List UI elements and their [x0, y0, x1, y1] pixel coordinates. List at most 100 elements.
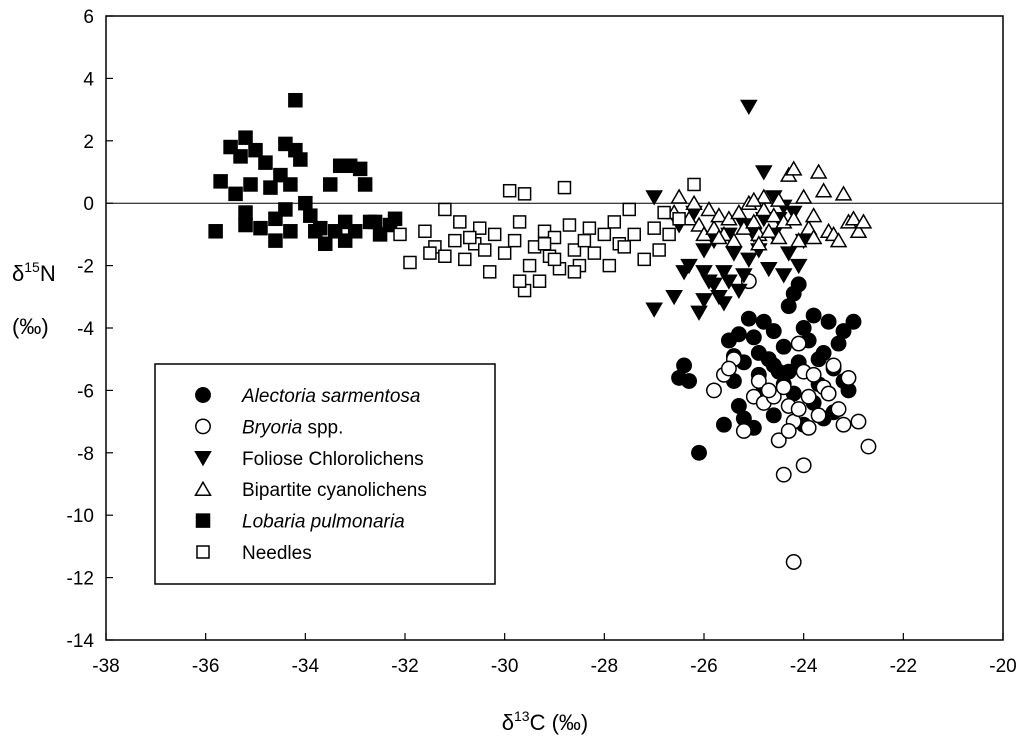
data-point [725, 246, 743, 262]
y-tick-label: -6 [77, 381, 94, 402]
data-point [755, 313, 772, 330]
x-axis-title: δ13C (‰) [502, 708, 588, 735]
data-point [775, 466, 792, 483]
x-tick-label: -32 [391, 656, 418, 677]
data-point [448, 233, 462, 248]
y-tick-label: -2 [77, 257, 94, 278]
data-point [695, 265, 713, 281]
data-point [765, 407, 782, 424]
y-axis-title-sup: 15 [24, 259, 40, 275]
data-point [517, 187, 532, 201]
data-point [755, 165, 773, 181]
data-point [775, 379, 792, 396]
data-point [720, 360, 737, 377]
data-point [357, 177, 373, 192]
data-point [502, 183, 517, 198]
data-point [268, 233, 283, 248]
data-point [770, 432, 787, 449]
x-axis-title-rest: C (‰) [530, 710, 589, 735]
legend-entry-text: Needles [242, 543, 312, 564]
data-point [800, 388, 817, 405]
data-point [278, 202, 293, 217]
data-point [547, 252, 562, 267]
data-point [794, 188, 813, 204]
data-point [730, 283, 748, 300]
data-point [820, 313, 837, 330]
y-axis-title-rest: N [40, 261, 56, 286]
data-point [769, 229, 788, 245]
data-point [687, 177, 701, 192]
data-point [725, 232, 743, 248]
data-point [458, 252, 472, 267]
data-point [293, 152, 308, 167]
data-point [765, 357, 782, 374]
series-needles [393, 177, 701, 298]
data-point [759, 222, 778, 239]
data-point [622, 202, 636, 217]
y-tick-label: 2 [83, 132, 94, 153]
data-point [790, 335, 807, 352]
y-tick-label: -8 [77, 444, 94, 465]
data-point [789, 258, 808, 275]
data-point [691, 444, 707, 461]
legend-entry-italic: Bryoria [242, 417, 302, 438]
data-point [283, 224, 298, 239]
data-point [789, 232, 808, 248]
data-point [337, 233, 353, 248]
data-point [248, 142, 263, 158]
data-point [715, 265, 733, 281]
data-point [755, 200, 773, 217]
data-point [710, 229, 728, 245]
data-point [705, 277, 723, 293]
data-point [512, 215, 527, 229]
data-point [352, 161, 368, 177]
data-point [829, 232, 848, 248]
data-point [507, 233, 522, 248]
data-point [532, 274, 547, 288]
data-point [233, 149, 248, 164]
data-point [453, 215, 467, 229]
data-point [665, 290, 683, 306]
data-point [522, 258, 537, 273]
data-point [790, 401, 807, 418]
data-point [720, 274, 738, 290]
data-point [473, 221, 487, 235]
data-point [423, 246, 437, 260]
x-tick-label: -34 [292, 656, 320, 677]
y-tick-label: 4 [83, 69, 94, 90]
legend-entry-text: Foliose Chlorolichens [242, 449, 424, 470]
data-point [820, 385, 837, 402]
data-point [795, 457, 812, 474]
data-point [775, 338, 792, 355]
x-tick-label: -20 [989, 656, 1016, 677]
data-point [755, 188, 773, 204]
data-point [512, 274, 527, 288]
data-point [537, 237, 552, 251]
data-point [825, 357, 842, 374]
x-tick-label: -30 [491, 656, 518, 677]
legend-box [154, 363, 496, 585]
x-axis-title-sup: 13 [514, 708, 530, 724]
data-point [854, 213, 873, 229]
data-point [243, 177, 258, 192]
data-point [735, 268, 753, 284]
data-point [645, 190, 663, 206]
data-point [804, 207, 823, 223]
data-point [774, 268, 793, 284]
data-point [805, 366, 822, 383]
data-point [477, 243, 492, 257]
data-point [750, 373, 767, 389]
legend-entry: Bryoria spp. [242, 417, 343, 438]
data-point [238, 130, 253, 145]
data-point [785, 554, 802, 570]
legend-entry-italic: Alectoria sarmentosa [241, 386, 420, 407]
data-point [765, 323, 782, 340]
data-point [799, 219, 818, 235]
data-point [567, 243, 582, 257]
data-point [438, 249, 452, 263]
data-point [438, 202, 452, 217]
y-axis: -14 -12 -10 -8 -6 -4 -2 0 2 4 6 [67, 7, 113, 652]
data-point [809, 163, 828, 179]
data-point [657, 205, 671, 220]
